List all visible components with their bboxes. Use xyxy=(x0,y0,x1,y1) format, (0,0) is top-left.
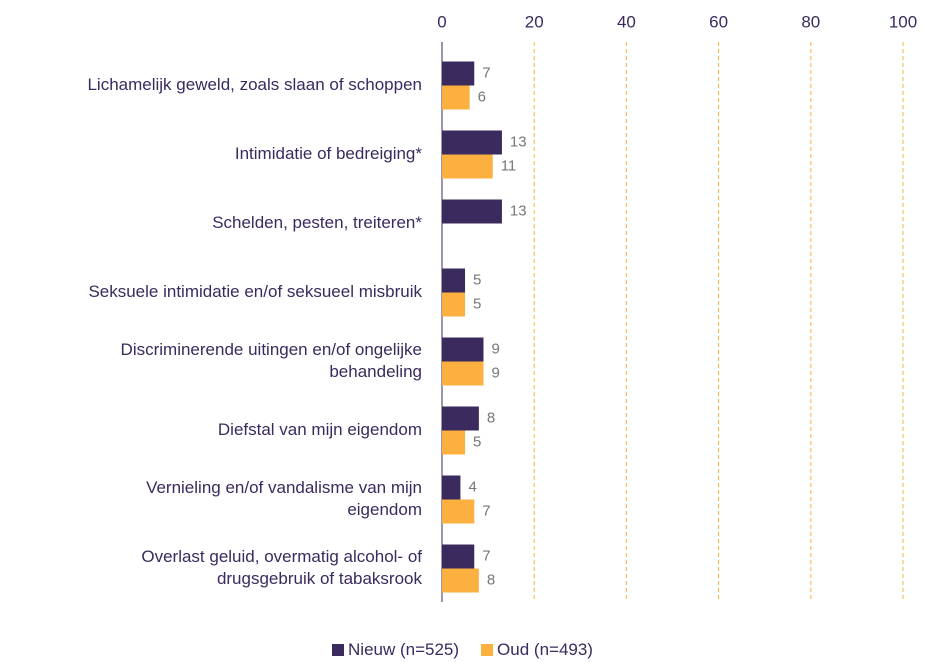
legend-label: Oud (n=493) xyxy=(497,640,593,659)
x-tick-label: 80 xyxy=(801,12,820,31)
category-label: Intimidatie of bedreiging* xyxy=(234,143,422,163)
legend-swatch xyxy=(481,644,494,656)
x-tick-label: 60 xyxy=(709,12,728,31)
category-label: Overlast geluid, overmatig alcohol- of d… xyxy=(141,546,422,588)
value-label: 13 xyxy=(510,133,527,150)
legend-label: Nieuw (n=525) xyxy=(348,640,460,659)
bar xyxy=(442,499,475,524)
category-label: Seksuele intimidatie en/of seksueel misb… xyxy=(88,281,422,301)
bar xyxy=(442,337,484,362)
value-label: 6 xyxy=(478,88,486,105)
value-label: 7 xyxy=(482,547,490,564)
bar xyxy=(442,268,466,293)
bar xyxy=(442,361,484,386)
value-label: 4 xyxy=(468,478,476,495)
value-label: 7 xyxy=(482,502,490,519)
bar xyxy=(442,61,475,86)
value-label: 9 xyxy=(491,340,499,357)
bar xyxy=(442,430,466,455)
bar xyxy=(442,568,479,593)
category-label: Schelden, pesten, treiteren* xyxy=(212,212,422,232)
x-tick-label: 20 xyxy=(525,12,544,31)
category-label: Discriminerende uitingen en/of ongelijke… xyxy=(120,339,422,381)
bar xyxy=(442,475,461,500)
value-label: 5 xyxy=(473,271,481,288)
bar xyxy=(442,154,493,179)
bar xyxy=(442,406,479,431)
category-label: Vernieling en/of vandalisme van mijn eig… xyxy=(146,477,422,519)
category-label: Lichamelijk geweld, zoals slaan of schop… xyxy=(87,74,422,94)
value-label: 7 xyxy=(482,64,490,81)
value-label: 8 xyxy=(487,571,495,588)
x-tick-label: 100 xyxy=(889,12,917,31)
bar xyxy=(442,292,466,317)
bar xyxy=(442,85,470,110)
legend-item: Nieuw (n=525) xyxy=(332,640,459,660)
x-tick-label: 0 xyxy=(437,12,446,31)
bar xyxy=(442,199,502,224)
x-tick-label: 40 xyxy=(617,12,636,31)
legend-swatch xyxy=(332,644,345,656)
bar xyxy=(442,544,475,569)
legend: Nieuw (n=525) Oud (n=493) xyxy=(0,640,925,660)
category-label: Diefstal van mijn eigendom xyxy=(217,419,422,439)
value-label: 11 xyxy=(501,157,517,174)
value-label: 9 xyxy=(491,364,499,381)
value-label: 5 xyxy=(473,295,481,312)
value-label: 5 xyxy=(473,433,481,450)
legend-item: Oud (n=493) xyxy=(481,640,593,660)
bar xyxy=(442,130,502,155)
value-label: 8 xyxy=(487,409,495,426)
value-label: 13 xyxy=(510,202,527,219)
